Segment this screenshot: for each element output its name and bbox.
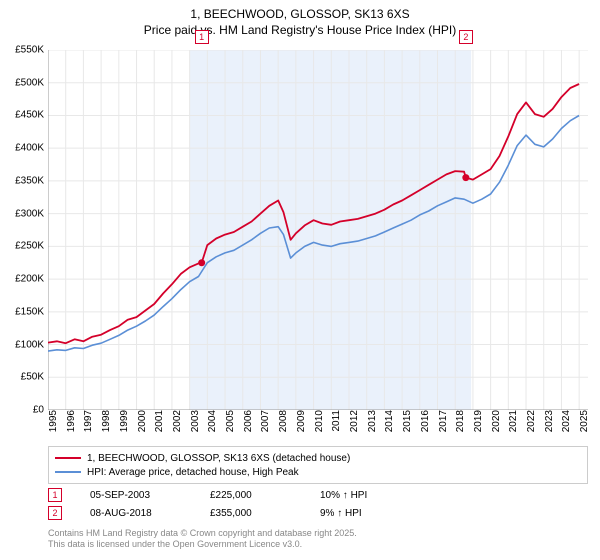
y-axis-label: £550K — [15, 45, 48, 56]
x-axis-label: 1999 — [115, 410, 130, 432]
x-axis-label: 2003 — [186, 410, 201, 432]
legend-row-2: HPI: Average price, detached house, High… — [55, 465, 581, 479]
x-axis-label: 1997 — [79, 410, 94, 432]
sale-pct-2: 9% ↑ HPI — [320, 508, 588, 519]
x-axis-label: 1995 — [44, 410, 59, 432]
title-area: 1, BEECHWOOD, GLOSSOP, SK13 6XS Price pa… — [0, 0, 600, 40]
y-axis-label: £500K — [15, 77, 48, 88]
x-axis-label: 2022 — [522, 410, 537, 432]
x-axis-label: 2014 — [380, 410, 395, 432]
legend-label-1: 1, BEECHWOOD, GLOSSOP, SK13 6XS (detache… — [87, 453, 350, 464]
sale-date-1: 05-SEP-2003 — [90, 490, 210, 501]
y-axis-label: £400K — [15, 143, 48, 154]
y-axis-label: £450K — [15, 110, 48, 121]
x-axis-label: 2015 — [398, 410, 413, 432]
y-axis-label: £250K — [15, 241, 48, 252]
x-axis-label: 2011 — [327, 410, 342, 432]
sale-price-1: £225,000 — [210, 490, 320, 501]
x-axis-label: 2006 — [239, 410, 254, 432]
x-axis-label: 2009 — [292, 410, 307, 432]
x-axis-label: 2018 — [451, 410, 466, 432]
x-axis-label: 2002 — [168, 410, 183, 432]
sale-rows: 1 05-SEP-2003 £225,000 10% ↑ HPI 2 08-AU… — [48, 486, 588, 522]
x-axis-label: 2005 — [221, 410, 236, 432]
y-axis-label: £300K — [15, 208, 48, 219]
x-axis-label: 2025 — [575, 410, 590, 432]
x-axis-label: 2023 — [540, 410, 555, 432]
x-axis-label: 2013 — [363, 410, 378, 432]
x-axis-label: 2000 — [133, 410, 148, 432]
legend-box: 1, BEECHWOOD, GLOSSOP, SK13 6XS (detache… — [48, 446, 588, 484]
x-axis-label: 2019 — [469, 410, 484, 432]
x-axis-label: 1998 — [97, 410, 112, 432]
sale-price-2: £355,000 — [210, 508, 320, 519]
x-axis-label: 2001 — [150, 410, 165, 432]
legend-row-1: 1, BEECHWOOD, GLOSSOP, SK13 6XS (detache… — [55, 451, 581, 465]
attribution: Contains HM Land Registry data © Crown c… — [48, 528, 588, 551]
x-axis-label: 2004 — [203, 410, 218, 432]
x-axis-label: 1996 — [62, 410, 77, 432]
x-axis-label: 2024 — [557, 410, 572, 432]
sale-marker-1: 1 — [48, 488, 62, 502]
legend-label-2: HPI: Average price, detached house, High… — [87, 467, 299, 478]
x-axis-label: 2010 — [310, 410, 325, 432]
title-line-2: Price paid vs. HM Land Registry's House … — [0, 22, 600, 38]
x-axis-label: 2020 — [487, 410, 502, 432]
x-axis-label: 2007 — [256, 410, 271, 432]
x-axis-label: 2016 — [416, 410, 431, 432]
legend-swatch-1 — [55, 457, 81, 459]
chart-container: 1, BEECHWOOD, GLOSSOP, SK13 6XS Price pa… — [0, 0, 600, 560]
chart-plot-area: £0£50K£100K£150K£200K£250K£300K£350K£400… — [48, 50, 588, 410]
x-axis-label: 2021 — [504, 410, 519, 432]
sale-row-2: 2 08-AUG-2018 £355,000 9% ↑ HPI — [48, 504, 588, 522]
chart-svg — [48, 50, 588, 410]
x-axis-label: 2008 — [274, 410, 289, 432]
chart-marker: 2 — [459, 30, 473, 44]
sale-date-2: 08-AUG-2018 — [90, 508, 210, 519]
y-axis-label: £200K — [15, 274, 48, 285]
sale-marker-2: 2 — [48, 506, 62, 520]
y-axis-label: £150K — [15, 306, 48, 317]
sale-row-1: 1 05-SEP-2003 £225,000 10% ↑ HPI — [48, 486, 588, 504]
y-axis-label: £100K — [15, 339, 48, 350]
chart-marker: 1 — [195, 30, 209, 44]
attribution-line-2: This data is licensed under the Open Gov… — [48, 539, 588, 550]
y-axis-label: £350K — [15, 175, 48, 186]
y-axis-label: £50K — [21, 372, 48, 383]
title-line-1: 1, BEECHWOOD, GLOSSOP, SK13 6XS — [0, 6, 600, 22]
x-axis-label: 2012 — [345, 410, 360, 432]
legend-swatch-2 — [55, 471, 81, 473]
attribution-line-1: Contains HM Land Registry data © Crown c… — [48, 528, 588, 539]
sale-pct-1: 10% ↑ HPI — [320, 490, 588, 501]
x-axis-label: 2017 — [434, 410, 449, 432]
